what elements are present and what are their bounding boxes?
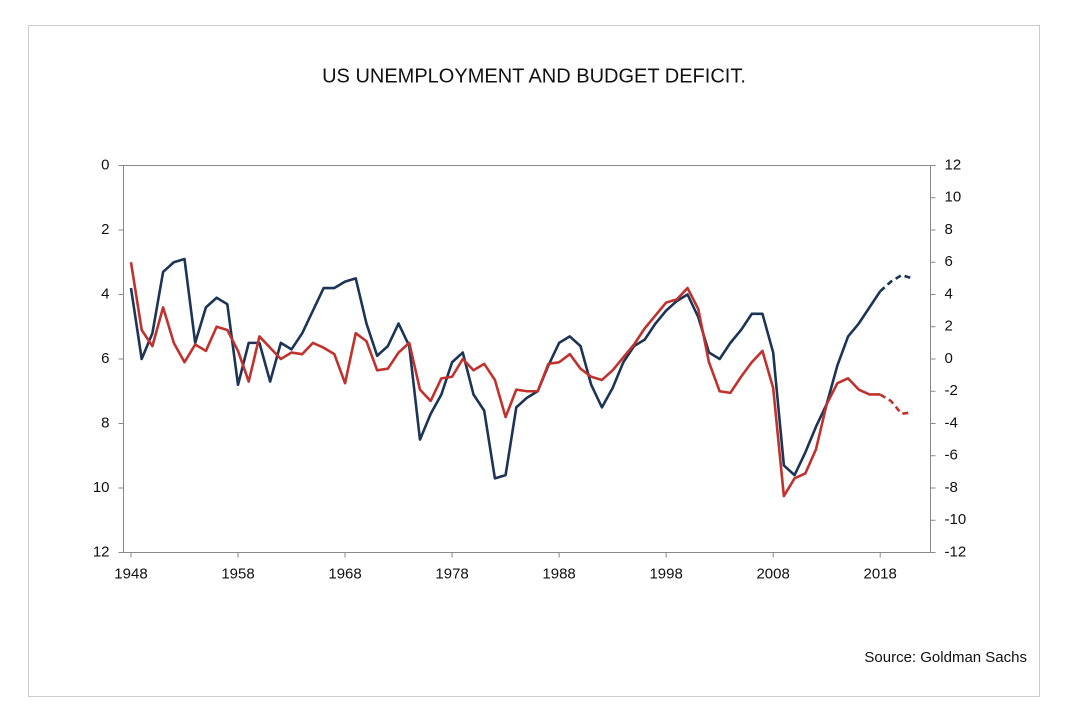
y2-tick-label: 10 — [945, 189, 962, 206]
y2-tick-label: 8 — [945, 221, 953, 238]
y2-tick-label: -2 — [945, 382, 958, 399]
x-tick-label: 2008 — [756, 565, 789, 582]
x-tick-label: 1948 — [114, 565, 147, 582]
y-tick-label: 10 — [93, 479, 110, 496]
y-tick-label: 6 — [101, 350, 109, 367]
y2-tick-label: 12 — [945, 156, 962, 173]
y-tick-label: 12 — [93, 543, 110, 560]
series-line — [129, 257, 882, 480]
y-tick-label: 2 — [101, 221, 109, 238]
x-tick-label: 1978 — [435, 565, 468, 582]
source-note: Source: Goldman Sachs — [864, 649, 1027, 666]
y2-tick-label: -6 — [945, 447, 958, 464]
y-tick-label: 8 — [101, 414, 109, 431]
series-line — [879, 393, 913, 416]
y2-tick-label: 2 — [945, 318, 953, 335]
y2-tick-label: 6 — [945, 253, 953, 270]
x-tick-label: 1998 — [649, 565, 682, 582]
y2-tick-label: 4 — [945, 285, 953, 302]
x-tick-label: 2018 — [864, 565, 897, 582]
y-tick-label: 4 — [101, 285, 109, 302]
x-tick-label: 1958 — [221, 565, 254, 582]
y-tick-label: 0 — [101, 156, 109, 173]
series-line — [879, 273, 913, 293]
chart-title: US UNEMPLOYMENT AND BUDGET DEFICIT. — [322, 65, 746, 87]
y2-tick-label: -12 — [945, 543, 967, 560]
y2-tick-label: 0 — [945, 350, 953, 367]
x-tick-label: 1968 — [328, 565, 361, 582]
y2-tick-label: -8 — [945, 479, 958, 496]
x-tick-label: 1988 — [542, 565, 575, 582]
series-line — [129, 262, 881, 498]
y2-tick-label: -10 — [945, 511, 967, 528]
frame — [28, 25, 1040, 697]
y2-tick-label: -4 — [945, 414, 958, 431]
